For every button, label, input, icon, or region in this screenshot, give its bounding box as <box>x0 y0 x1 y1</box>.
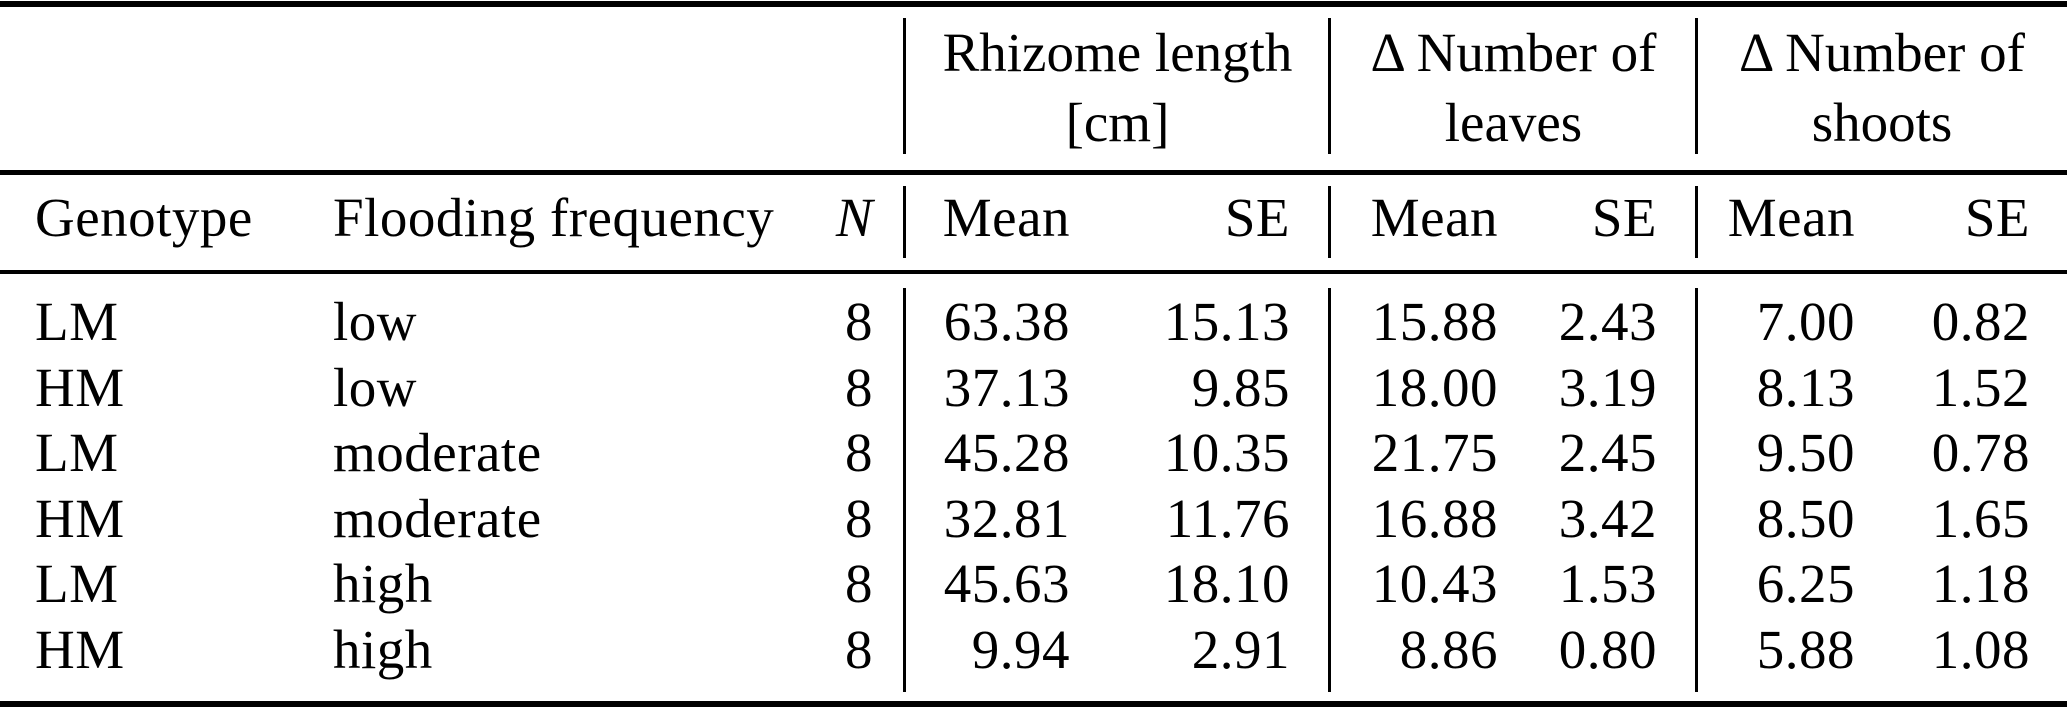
cell-genotype: HM <box>35 356 125 418</box>
col-group-header-delta-shoots: Δ Number of shoots <box>1697 0 2067 170</box>
cell-leaves-mean: 21.75 <box>1371 422 1498 484</box>
header-flooding-frequency: Flooding frequency <box>333 186 775 248</box>
header-leaves-se: SE <box>1591 186 1657 248</box>
separator-leaves-group-header <box>1328 18 1331 154</box>
separator-rhizome-body <box>903 288 906 692</box>
cell-rhizome-mean: 37.13 <box>943 356 1070 418</box>
header-n: N <box>835 186 873 248</box>
header-genotype: Genotype <box>35 186 253 248</box>
table-bottom-rule <box>0 701 2067 707</box>
cell-rhizome-se: 15.13 <box>1163 291 1290 353</box>
cell-rhizome-mean: 32.81 <box>943 487 1070 549</box>
cell-n: 8 <box>845 422 873 484</box>
col-group-title-line2: shoots <box>1811 92 1953 153</box>
col-group-title-line2: leaves <box>1444 92 1583 153</box>
cell-flooding-frequency: low <box>333 356 417 418</box>
cell-rhizome-mean: 45.28 <box>943 422 1070 484</box>
cell-genotype: HM <box>35 618 125 680</box>
header-rhizome-se: SE <box>1224 186 1290 248</box>
column-header-rule <box>0 270 2067 274</box>
cell-rhizome-se: 2.91 <box>1191 618 1290 680</box>
cell-shoots-mean: 8.13 <box>1756 356 1855 418</box>
cell-leaves-se: 2.45 <box>1558 422 1657 484</box>
cell-rhizome-se: 10.35 <box>1163 422 1290 484</box>
col-group-title-line1: Rhizome length <box>942 22 1293 83</box>
table-grid: Rhizome length [cm] Δ Number of leaves Δ… <box>35 0 2067 680</box>
cell-flooding-frequency: high <box>333 553 433 615</box>
separator-rhizome-column-header <box>903 186 906 258</box>
col-group-header-delta-leaves: Δ Number of leaves <box>1330 0 1697 170</box>
header-shoots-mean: Mean <box>1727 186 1855 248</box>
table-top-rule <box>0 1 2067 7</box>
cell-shoots-se: 0.78 <box>1931 422 2030 484</box>
group-header-rule <box>0 170 2067 175</box>
cell-shoots-mean: 5.88 <box>1756 618 1855 680</box>
cell-shoots-se: 1.08 <box>1931 618 2030 680</box>
cell-shoots-se: 0.82 <box>1931 291 2030 353</box>
cell-shoots-mean: 7.00 <box>1756 291 1855 353</box>
cell-shoots-mean: 9.50 <box>1756 422 1855 484</box>
cell-rhizome-se: 9.85 <box>1191 356 1290 418</box>
cell-n: 8 <box>845 618 873 680</box>
separator-rhizome-group-header <box>903 18 906 154</box>
col-group-header-rhizome-length: Rhizome length [cm] <box>905 0 1330 170</box>
cell-genotype: LM <box>35 291 119 353</box>
cell-leaves-se: 1.53 <box>1558 553 1657 615</box>
cell-rhizome-mean: 9.94 <box>971 618 1070 680</box>
col-group-title-line1: Δ Number of <box>1739 22 2025 83</box>
separator-shoots-body <box>1695 288 1698 692</box>
cell-flooding-frequency: high <box>333 618 433 680</box>
cell-genotype: HM <box>35 487 125 549</box>
cell-shoots-mean: 6.25 <box>1756 553 1855 615</box>
cell-shoots-se: 1.65 <box>1931 487 2030 549</box>
cell-flooding-frequency: moderate <box>333 487 542 549</box>
cell-genotype: LM <box>35 422 119 484</box>
cell-n: 8 <box>845 487 873 549</box>
cell-n: 8 <box>845 356 873 418</box>
cell-leaves-mean: 16.88 <box>1371 487 1498 549</box>
cell-leaves-mean: 18.00 <box>1371 356 1498 418</box>
cell-leaves-mean: 10.43 <box>1371 553 1498 615</box>
col-group-title-line1: Δ Number of <box>1370 22 1657 83</box>
separator-leaves-body <box>1328 288 1331 692</box>
cell-leaves-mean: 15.88 <box>1371 291 1498 353</box>
separator-shoots-group-header <box>1695 18 1698 154</box>
cell-rhizome-mean: 45.63 <box>943 553 1070 615</box>
cell-flooding-frequency: moderate <box>333 422 542 484</box>
cell-leaves-mean: 8.86 <box>1399 618 1498 680</box>
cell-flooding-frequency: low <box>333 291 417 353</box>
header-shoots-se: SE <box>1964 186 2030 248</box>
cell-genotype: LM <box>35 553 119 615</box>
separator-shoots-column-header <box>1695 186 1698 258</box>
separator-leaves-column-header <box>1328 186 1331 258</box>
header-leaves-mean: Mean <box>1370 186 1498 248</box>
cell-shoots-se: 1.18 <box>1931 553 2030 615</box>
cell-rhizome-se: 18.10 <box>1163 553 1290 615</box>
header-rhizome-mean: Mean <box>942 186 1070 248</box>
cell-n: 8 <box>845 553 873 615</box>
cell-shoots-mean: 8.50 <box>1756 487 1855 549</box>
cell-leaves-se: 2.43 <box>1558 291 1657 353</box>
cell-n: 8 <box>845 291 873 353</box>
cell-rhizome-se: 11.76 <box>1165 487 1290 549</box>
cell-leaves-se: 0.80 <box>1558 618 1657 680</box>
cell-leaves-se: 3.19 <box>1558 356 1657 418</box>
cell-leaves-se: 3.42 <box>1558 487 1657 549</box>
cell-shoots-se: 1.52 <box>1931 356 2030 418</box>
cell-rhizome-mean: 63.38 <box>943 291 1070 353</box>
col-group-title-line2: [cm] <box>1065 92 1170 153</box>
